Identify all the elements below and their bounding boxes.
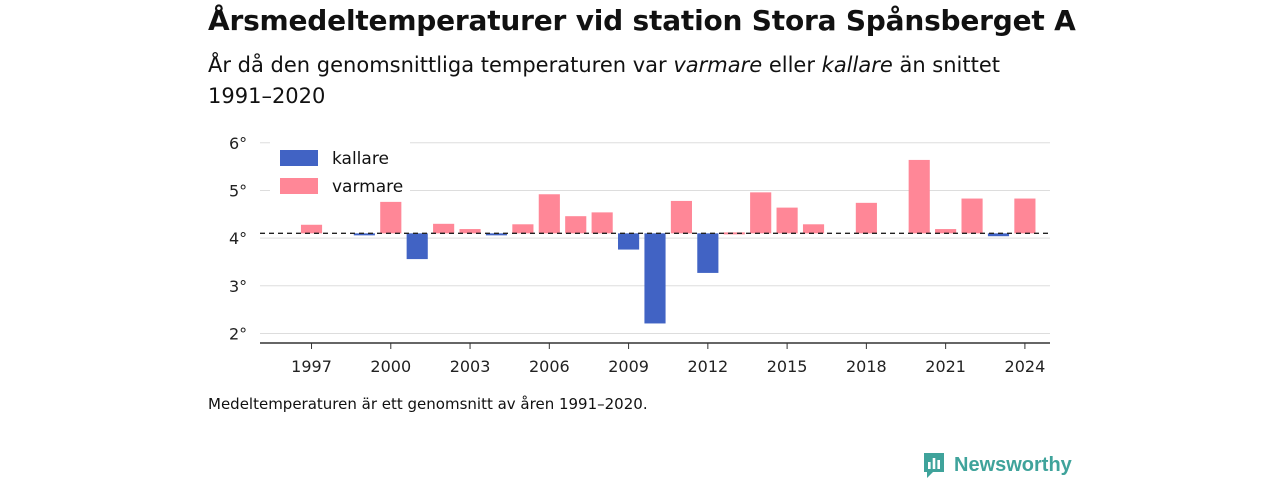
x-tick-label: 2021 [925,357,966,376]
bar-varmare [935,229,957,234]
x-tick-label: 2006 [529,357,570,376]
x-tick-label: 1997 [291,357,332,376]
x-tick-label: 2000 [370,357,411,376]
bar-kallare [987,233,1010,237]
bar-kallare [485,233,508,236]
bar-varmare [908,159,930,234]
bar-kallare [406,233,428,260]
chart-title: Årsmedeltemperaturer vid station Stora S… [208,4,1076,37]
bar-varmare [802,224,825,234]
legend-label-kallare: kallare [332,149,389,169]
bar-varmare [300,224,323,234]
legend-swatch-varmare [280,178,318,194]
y-tick-label: 5° [229,181,247,200]
x-tick-label: 2015 [767,357,808,376]
subtitle-cold-word: kallare [821,53,893,77]
bar-varmare [433,223,455,234]
bar-varmare [961,198,983,234]
bar-varmare [776,207,798,234]
bar-kallare [644,233,666,324]
bar-varmare [591,212,613,234]
legend-swatch-kallare [280,150,318,166]
bar-varmare [459,229,481,234]
newsworthy-logo-text: Newsworthy [954,453,1072,476]
bar-varmare [723,232,745,235]
subtitle-part-3: än snittet 1991–2020 [208,53,1001,108]
bar-varmare [670,200,692,234]
bar-kallare [618,233,640,250]
y-tick-label: 4° [229,229,247,248]
bar-varmare [512,224,534,234]
subtitle-part-2: eller [762,53,822,77]
x-tick-label: 2003 [450,357,491,376]
y-tick-label: 3° [229,277,247,296]
newsworthy-logo-icon [924,453,944,478]
bar-varmare [565,216,587,234]
newsworthy-logo: Newsworthy [922,450,1072,480]
legend-label-varmare: varmare [332,177,403,197]
bar-varmare [538,194,560,234]
source-note: Medeltemperaturen är ett genomsnitt av å… [208,395,648,413]
x-tick-label: 2024 [1005,357,1046,376]
bar-kallare [697,233,719,273]
bar-varmare [855,202,877,234]
bar-varmare [750,192,772,234]
chart-subtitle: År då den genomsnittliga temperaturen va… [208,50,1048,112]
subtitle-warm-word: varmare [673,53,763,77]
x-tick-label: 2009 [608,357,649,376]
bar-varmare [1014,198,1036,234]
y-tick-label: 6° [229,134,247,153]
y-tick-label: 2° [229,324,247,343]
x-tick-label: 2018 [846,357,887,376]
bar-varmare [380,201,402,234]
subtitle-part-1: År då den genomsnittliga temperaturen va… [208,53,674,77]
bar-kallare [353,233,375,236]
x-tick-label: 2012 [687,357,728,376]
